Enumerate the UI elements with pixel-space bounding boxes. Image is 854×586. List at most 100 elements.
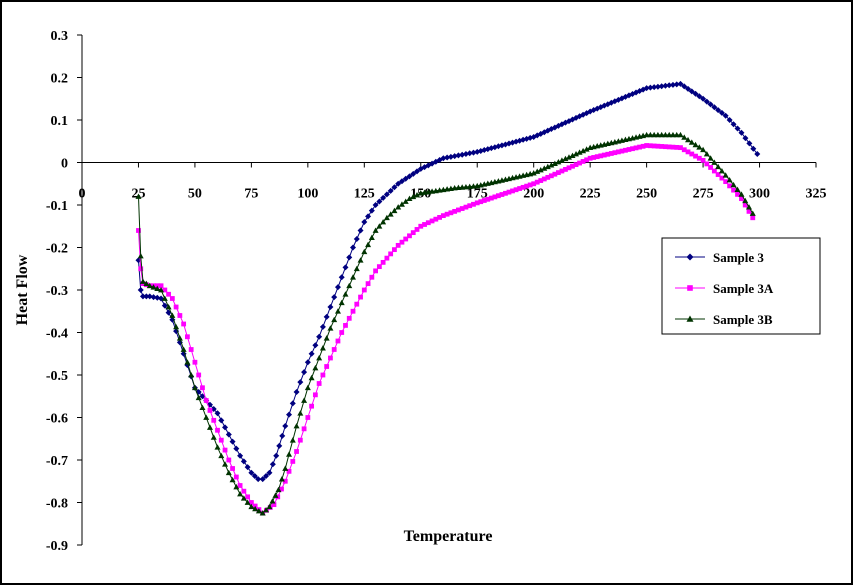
data-point — [226, 457, 232, 463]
data-point — [715, 163, 722, 170]
data-point — [272, 492, 279, 498]
data-point — [570, 163, 575, 169]
data-point — [154, 285, 161, 291]
data-point — [730, 181, 737, 188]
data-point — [338, 274, 345, 281]
data-point — [723, 179, 729, 185]
data-point — [297, 437, 303, 443]
data-point — [711, 168, 717, 174]
legend-marker — [686, 253, 694, 261]
data-point — [470, 149, 477, 156]
data-point — [353, 265, 360, 272]
data-point — [406, 173, 413, 180]
data-point — [685, 136, 692, 143]
data-point — [654, 83, 661, 90]
data-point — [346, 282, 353, 289]
data-point — [143, 293, 150, 300]
data-point — [651, 143, 657, 149]
data-point — [237, 491, 244, 497]
data-point — [324, 364, 330, 369]
data-point — [410, 230, 416, 236]
data-point — [373, 268, 378, 274]
x-tick-label: 50 — [188, 187, 202, 202]
data-point — [282, 478, 288, 484]
data-point — [746, 140, 753, 147]
data-point — [700, 95, 707, 102]
data-point — [165, 304, 172, 310]
y-tick-label: 0.3 — [51, 29, 69, 44]
data-point — [192, 359, 198, 365]
data-point — [734, 186, 741, 192]
data-point — [696, 155, 702, 161]
data-point — [150, 284, 157, 290]
data-point — [703, 98, 710, 105]
data-point — [354, 301, 360, 307]
data-point — [647, 131, 654, 138]
data-point — [681, 134, 688, 140]
data-point — [440, 213, 446, 219]
data-point — [530, 170, 537, 176]
data-point — [563, 167, 568, 172]
data-point — [138, 266, 144, 272]
data-point — [398, 178, 405, 185]
data-point — [591, 155, 597, 160]
x-axis-ticks: 0255075100125150175200225250275300325 — [79, 162, 827, 202]
data-point — [339, 330, 345, 335]
data-point — [663, 144, 668, 150]
y-axis-ticks: 0.3 0.2 0.1 0 -0.1 -0.2 -0.3 -0.4 -0.5 -0.6 -0.7 -0… — [46, 29, 82, 554]
data-point — [289, 400, 296, 407]
data-point — [346, 315, 352, 321]
data-point — [195, 394, 202, 401]
data-point — [214, 444, 221, 450]
data-point — [548, 173, 554, 179]
data-point — [137, 253, 144, 259]
data-point — [565, 154, 572, 160]
data-point — [749, 210, 756, 216]
data-point — [200, 385, 205, 391]
data-point — [451, 153, 458, 160]
data-point — [346, 254, 353, 261]
data-point — [139, 293, 146, 300]
data-point — [619, 148, 625, 154]
data-point — [630, 146, 635, 152]
data-point — [297, 379, 304, 386]
data-point — [395, 180, 402, 187]
data-point — [380, 194, 387, 201]
data-point — [531, 181, 537, 187]
data-point — [673, 131, 680, 138]
data-point — [459, 151, 466, 158]
data-point — [162, 287, 168, 293]
data-point — [229, 476, 236, 483]
data-point — [448, 210, 454, 216]
data-point — [240, 458, 247, 465]
data-point — [651, 84, 658, 91]
data-point — [286, 411, 293, 418]
legend-marker — [686, 315, 694, 322]
data-point — [503, 190, 508, 196]
data-point — [726, 117, 733, 123]
data-point — [154, 294, 161, 301]
data-point — [289, 437, 296, 443]
data-point — [312, 392, 318, 398]
data-point — [429, 218, 435, 224]
data-point — [666, 144, 672, 150]
data-point — [662, 82, 669, 89]
data-point — [696, 93, 703, 100]
data-point — [255, 476, 262, 483]
data-point — [184, 334, 190, 340]
data-point — [143, 280, 150, 287]
data-point — [269, 498, 276, 504]
data-point — [677, 131, 684, 138]
series-layer — [135, 80, 761, 516]
data-point — [704, 161, 710, 167]
data-point — [496, 193, 501, 199]
data-point — [485, 196, 491, 202]
data-point — [251, 472, 258, 479]
data-point — [376, 198, 383, 205]
data-point — [395, 204, 402, 210]
data-point — [640, 143, 646, 149]
data-point — [380, 259, 386, 265]
data-point — [735, 191, 740, 197]
data-point — [444, 211, 450, 217]
